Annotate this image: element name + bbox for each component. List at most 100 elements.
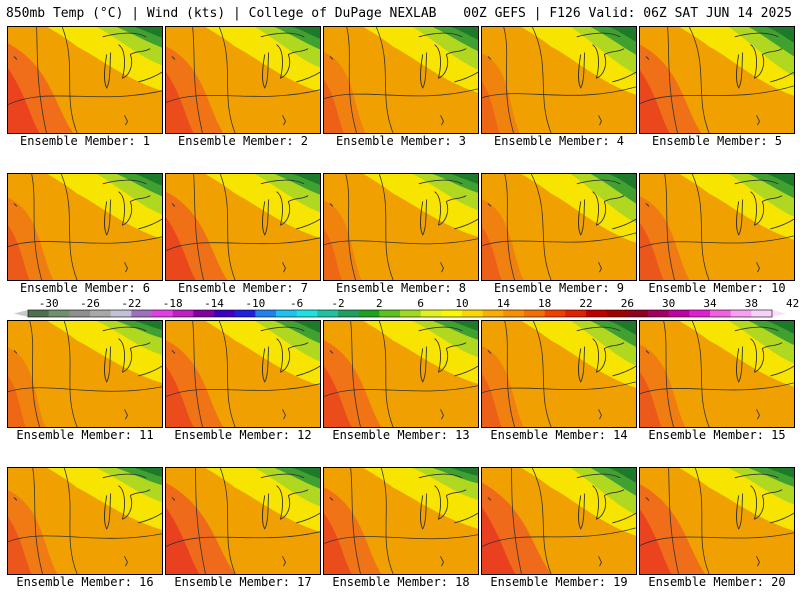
ensemble-member-map xyxy=(165,320,321,428)
colorbar-segment xyxy=(28,310,49,317)
colorbar-segment xyxy=(214,310,235,317)
colorbar-segment xyxy=(152,310,173,317)
colorbar-segment xyxy=(338,310,359,317)
colorbar-segment xyxy=(255,310,277,317)
temperature-field xyxy=(640,321,794,427)
temperature-field xyxy=(324,27,478,133)
ensemble-member-map xyxy=(7,320,163,428)
colorbar-segment xyxy=(358,310,380,317)
ensemble-member-label: Ensemble Member: 19 xyxy=(490,575,628,589)
colorbar-tick-label: -22 xyxy=(121,297,141,310)
colorbar-tick-label: -2 xyxy=(331,297,344,310)
colorbar-segment xyxy=(48,310,70,317)
temperature-field xyxy=(324,174,478,280)
colorbar-segment xyxy=(69,310,91,317)
temperature-colorbar: -30 -26 -22 -18 -14 -10 -6 -2 2 6 10 14 18 22 26 30 34 38… xyxy=(14,297,799,318)
model-run-info: 00Z GEFS | F126 Valid: 06Z SAT JUN 14 20… xyxy=(463,6,792,21)
colorbar-tick-label: -10 xyxy=(245,297,265,310)
colorbar-segment xyxy=(524,310,545,317)
temperature-field xyxy=(324,468,478,574)
ensemble-member-map xyxy=(323,467,479,575)
ensemble-member-map xyxy=(165,173,321,281)
temperature-field xyxy=(482,174,636,280)
colorbar-tick-label: -6 xyxy=(290,297,303,310)
colorbar-tick-label: -18 xyxy=(163,297,183,310)
colorbar-tick-label: -26 xyxy=(80,297,100,310)
ensemble-member-map xyxy=(323,173,479,281)
ensemble-member-label: Ensemble Member: 2 xyxy=(177,134,309,148)
colorbar-tick-label: 42 xyxy=(786,297,799,310)
colorbar-tick-label: 18 xyxy=(538,297,551,310)
colorbar-tick-label: 22 xyxy=(579,297,592,310)
ensemble-member-map xyxy=(481,173,637,281)
colorbar-high-arrow xyxy=(772,310,786,317)
ensemble-member-map xyxy=(639,467,795,575)
colorbar-segment xyxy=(420,310,442,317)
colorbar-tick-label: 26 xyxy=(621,297,634,310)
temperature-field xyxy=(640,174,794,280)
colorbar-tick-label: 34 xyxy=(703,297,717,310)
ensemble-member-map xyxy=(639,320,795,428)
colorbar-tick-label: -14 xyxy=(204,297,224,310)
ensemble-member-label: Ensemble Member: 1 xyxy=(19,134,151,148)
ensemble-member-label: Ensemble Member: 12 xyxy=(174,428,312,442)
temperature-field xyxy=(640,468,794,574)
colorbar-segment xyxy=(544,310,566,317)
colorbar-frame xyxy=(27,309,773,318)
ensemble-member-label: Ensemble Member: 3 xyxy=(335,134,467,148)
ensemble-member-map xyxy=(165,26,321,134)
ensemble-member-map xyxy=(7,173,163,281)
colorbar-tick-label: 2 xyxy=(376,297,383,310)
colorbar-tick-label: 30 xyxy=(662,297,675,310)
colorbar-segment xyxy=(503,310,525,317)
colorbar-segment xyxy=(234,310,256,317)
colorbar-segment xyxy=(172,310,194,317)
ensemble-member-label: Ensemble Member: 13 xyxy=(332,428,470,442)
ensemble-member-map xyxy=(7,467,163,575)
colorbar-tick-label: 6 xyxy=(417,297,424,310)
ensemble-member-map xyxy=(639,26,795,134)
ensemble-member-label: Ensemble Member: 9 xyxy=(493,281,625,295)
colorbar-segment xyxy=(462,310,483,317)
colorbar-segment xyxy=(317,310,339,317)
ensemble-member-map xyxy=(323,320,479,428)
ensemble-member-label: Ensemble Member: 18 xyxy=(332,575,470,589)
ensemble-member-label: Ensemble Member: 5 xyxy=(651,134,783,148)
temperature-field xyxy=(166,468,320,574)
ensemble-member-map xyxy=(165,467,321,575)
temperature-field xyxy=(166,174,320,280)
colorbar-segment xyxy=(648,310,669,317)
colorbar-segment xyxy=(730,310,752,317)
colorbar-segment xyxy=(193,310,215,317)
ensemble-member-label: Ensemble Member: 20 xyxy=(648,575,786,589)
ensemble-member-map xyxy=(481,467,637,575)
ensemble-member-map xyxy=(7,26,163,134)
temperature-field xyxy=(8,321,162,427)
colorbar-segment xyxy=(296,310,318,317)
map-title: 850mb Temp (°C) | Wind (kts) | College o… xyxy=(6,6,437,21)
ensemble-member-map xyxy=(481,320,637,428)
temperature-field xyxy=(482,321,636,427)
colorbar-segment xyxy=(379,310,401,317)
temperature-field xyxy=(166,321,320,427)
ensemble-member-label: Ensemble Member: 16 xyxy=(16,575,154,589)
ensemble-member-label: Ensemble Member: 14 xyxy=(490,428,628,442)
colorbar-segment xyxy=(482,310,504,317)
colorbar-segment xyxy=(90,310,111,317)
ensemble-member-label: Ensemble Member: 11 xyxy=(16,428,154,442)
colorbar-segment xyxy=(689,310,711,317)
ensemble-member-map xyxy=(323,26,479,134)
temperature-field xyxy=(166,27,320,133)
ensemble-member-map xyxy=(639,173,795,281)
ensemble-member-label: Ensemble Member: 15 xyxy=(648,428,786,442)
colorbar-segment xyxy=(110,310,132,317)
temperature-field xyxy=(482,27,636,133)
ensemble-member-label: Ensemble Member: 17 xyxy=(174,575,312,589)
ensemble-member-label: Ensemble Member: 8 xyxy=(335,281,467,295)
colorbar-tick-label: -30 xyxy=(39,297,59,310)
colorbar-segment xyxy=(606,310,628,317)
ensemble-member-label: Ensemble Member: 6 xyxy=(19,281,151,295)
temperature-field xyxy=(324,321,478,427)
colorbar-segment xyxy=(276,310,297,317)
colorbar-segment xyxy=(751,310,773,317)
